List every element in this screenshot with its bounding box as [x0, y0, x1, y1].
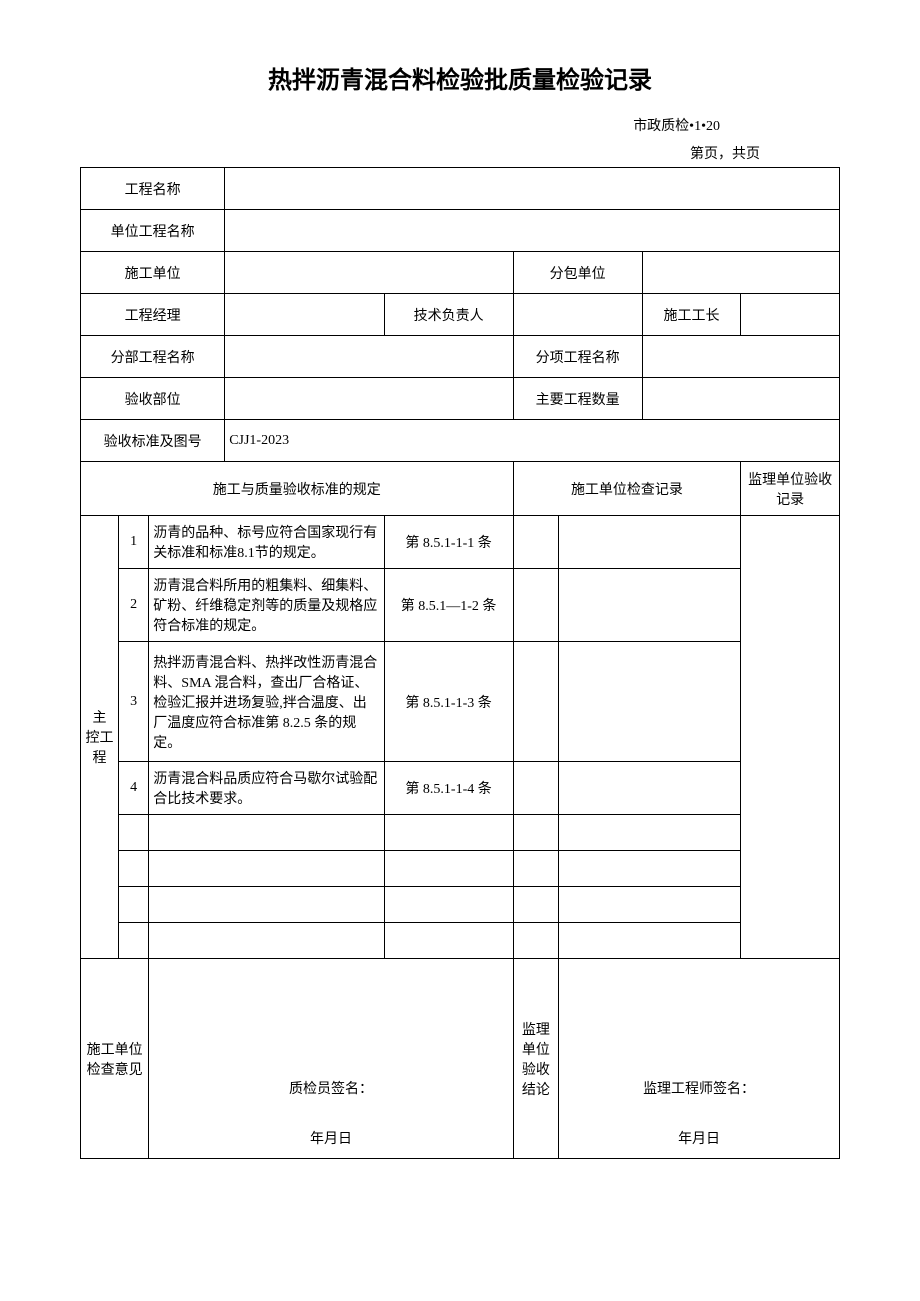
contractor-sign-area[interactable]: 质检员签名： 年月日: [149, 959, 513, 1159]
supervisor-sign-area[interactable]: 监理工程师签名： 年月日: [559, 959, 840, 1159]
field-construction-unit[interactable]: [225, 252, 513, 294]
empty-rec1b-6[interactable]: [559, 851, 741, 887]
empty-desc-6[interactable]: [149, 851, 384, 887]
row-rec1b-2[interactable]: [559, 569, 741, 642]
row-rec1a-4[interactable]: [513, 762, 559, 815]
document-code: 市政质检•1•20: [80, 115, 840, 135]
label-acceptance-part: 验收部位: [81, 378, 225, 420]
field-project-manager[interactable]: [225, 294, 384, 336]
row-rec1a-2[interactable]: [513, 569, 559, 642]
row-rec1b-3[interactable]: [559, 642, 741, 762]
field-subcontractor[interactable]: [642, 252, 839, 294]
empty-clause-8[interactable]: [384, 923, 513, 959]
row-clause-2: 第 8.5.1—1-2 条: [384, 569, 513, 642]
label-supervisor-conclusion: 监理单位验收结论: [513, 959, 559, 1159]
col-contractor-record: 施工单位检查记录: [513, 462, 741, 516]
label-unit-project: 单位工程名称: [81, 210, 225, 252]
empty-rec1a-8[interactable]: [513, 923, 559, 959]
empty-idx-5[interactable]: [118, 815, 148, 851]
empty-rec1a-7[interactable]: [513, 887, 559, 923]
field-subproject[interactable]: [225, 336, 513, 378]
page-info: 第页，共页: [80, 143, 840, 163]
inspection-form-table: 工程名称 单位工程名称 施工单位 分包单位 工程经理 技术负责人 施工工长 分部…: [80, 167, 840, 1159]
empty-idx-6[interactable]: [118, 851, 148, 887]
empty-clause-6[interactable]: [384, 851, 513, 887]
document-title: 热拌沥青混合料检验批质量检验记录: [80, 60, 840, 95]
field-subitem[interactable]: [642, 336, 839, 378]
col-supervisor-record: 监理单位验收记录: [741, 462, 840, 516]
empty-rec1b-7[interactable]: [559, 887, 741, 923]
row-idx-2: 2: [118, 569, 148, 642]
label-std-drawing: 验收标准及图号: [81, 420, 225, 462]
label-foreman: 施工工长: [642, 294, 741, 336]
supervisor-sign-label: 监理工程师签名：: [559, 1078, 839, 1098]
empty-desc-7[interactable]: [149, 887, 384, 923]
label-subitem: 分项工程名称: [513, 336, 642, 378]
empty-idx-8[interactable]: [118, 923, 148, 959]
supervisor-record-cell[interactable]: [741, 516, 840, 959]
row-rec1b-1[interactable]: [559, 516, 741, 569]
label-project-manager: 工程经理: [81, 294, 225, 336]
empty-desc-8[interactable]: [149, 923, 384, 959]
row-desc-3: 热拌沥青混合料、热拌改性沥青混合料、SMA 混合料，查出厂合格证、检验汇报并进场…: [149, 642, 384, 762]
section-label: 主 控工程: [81, 516, 119, 959]
empty-rec1b-5[interactable]: [559, 815, 741, 851]
label-main-qty: 主要工程数量: [513, 378, 642, 420]
row-desc-4: 沥青混合料品质应符合马歇尔试验配合比技术要求。: [149, 762, 384, 815]
empty-clause-5[interactable]: [384, 815, 513, 851]
row-idx-1: 1: [118, 516, 148, 569]
label-construction-unit: 施工单位: [81, 252, 225, 294]
row-clause-1: 第 8.5.1-1-1 条: [384, 516, 513, 569]
field-main-qty[interactable]: [642, 378, 839, 420]
empty-desc-5[interactable]: [149, 815, 384, 851]
field-project-name[interactable]: [225, 168, 840, 210]
row-rec1a-3[interactable]: [513, 642, 559, 762]
field-acceptance-part[interactable]: [225, 378, 513, 420]
field-tech-lead[interactable]: [513, 294, 642, 336]
row-idx-3: 3: [118, 642, 148, 762]
col-spec: 施工与质量验收标准的规定: [81, 462, 514, 516]
label-subcontractor: 分包单位: [513, 252, 642, 294]
empty-rec1a-6[interactable]: [513, 851, 559, 887]
row-clause-4: 第 8.5.1-1-4 条: [384, 762, 513, 815]
qc-sign-label: 质检员签名：: [149, 1078, 512, 1098]
supervisor-date: 年月日: [559, 1128, 839, 1148]
row-desc-1: 沥青的品种、标号应符合国家现行有关标准和标准8.1节的规定。: [149, 516, 384, 569]
label-project-name: 工程名称: [81, 168, 225, 210]
label-tech-lead: 技术负责人: [384, 294, 513, 336]
label-subproject: 分部工程名称: [81, 336, 225, 378]
contractor-date: 年月日: [149, 1128, 512, 1148]
empty-clause-7[interactable]: [384, 887, 513, 923]
empty-idx-7[interactable]: [118, 887, 148, 923]
row-rec1b-4[interactable]: [559, 762, 741, 815]
field-foreman[interactable]: [741, 294, 840, 336]
field-std-drawing: CJJ1-2023: [225, 420, 840, 462]
row-desc-2: 沥青混合料所用的粗集料、细集料、矿粉、纤维稳定剂等的质量及规格应符合标准的规定。: [149, 569, 384, 642]
row-idx-4: 4: [118, 762, 148, 815]
row-clause-3: 第 8.5.1-1-3 条: [384, 642, 513, 762]
empty-rec1a-5[interactable]: [513, 815, 559, 851]
label-contractor-opinion: 施工单位检查意见: [81, 959, 149, 1159]
row-rec1a-1[interactable]: [513, 516, 559, 569]
empty-rec1b-8[interactable]: [559, 923, 741, 959]
field-unit-project[interactable]: [225, 210, 840, 252]
